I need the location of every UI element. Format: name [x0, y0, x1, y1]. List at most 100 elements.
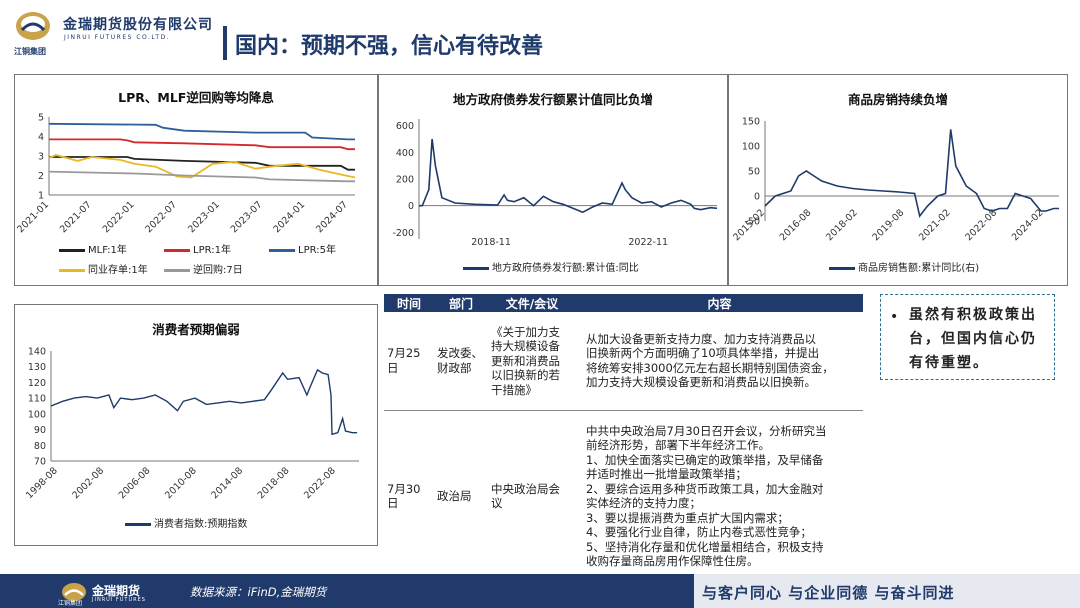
company-logo: 江铜集团 金瑞期货股份有限公司 JINRUI FUTURES CO.LTD.: [8, 8, 223, 58]
cell-doc: 《关于加力支 持大规模设备 更新和消费品 以旧换新的若 干措施》: [488, 312, 576, 411]
logo-company-english: JINRUI FUTURES CO.LTD.: [64, 34, 171, 41]
doc-line: 更新和消费品: [491, 353, 560, 368]
legend-item-bond: 地方政府债券发行额:累计值:同比: [463, 259, 639, 274]
x-tick-label: 2018-02: [824, 207, 860, 243]
x-tick-label: 2006-08: [117, 465, 153, 501]
x-tick-label: 2024-01: [271, 199, 307, 235]
note-bullet: •: [890, 309, 899, 325]
content-line: 前经济形势，部署下半年经济工作。: [586, 438, 770, 452]
col-header-doc: 文件/会议: [488, 294, 576, 312]
cell-dept: 发改委、 财政部: [434, 312, 488, 411]
y-tick-label: 50: [748, 167, 760, 178]
dept-line: 发改委、: [437, 346, 483, 361]
legend-label: 商品房销售额:累计同比(右): [858, 263, 980, 274]
y-tick-label: -200: [392, 228, 414, 239]
series-line-0: [764, 129, 1059, 218]
x-tick-label: 2022-07: [143, 199, 179, 235]
legend-label: MLF:1年: [88, 245, 127, 256]
legend-label: 逆回购:7日: [193, 265, 243, 276]
col-header-content: 内容: [576, 294, 863, 312]
dept-line: 财政部: [437, 360, 472, 375]
data-source: 数据来源：iFinD,金瑞期货: [190, 585, 327, 599]
content-line: 并适时推出一批增量政策举措；: [586, 467, 747, 481]
x-tick-label: 2015-02: [731, 207, 767, 243]
cell-date: 7月25日: [384, 312, 434, 411]
note-text: 虽然有积极政策出台，但国内信心仍有待重塑。: [909, 307, 1037, 371]
y-tick-label: 120: [28, 378, 46, 389]
legend-item-mlf: MLF:1年: [59, 241, 127, 256]
x-tick-label: 2022-01: [101, 199, 137, 235]
series-line-3: [48, 154, 356, 179]
x-tick-label: 2018-08: [256, 465, 292, 501]
x-tick-label: 2024-07: [314, 199, 350, 235]
x-tick-label: 2010-08: [163, 465, 199, 501]
legend-label: LPR:1年: [193, 245, 231, 256]
series-line-0: [49, 156, 355, 171]
content-line: 收购存量商品房用作保障性住房。: [586, 554, 759, 568]
logo-group-name: 江铜集团: [14, 47, 46, 56]
y-tick-label: 1: [38, 191, 44, 202]
content-line: 中共中央政治局7月30日召开会议，分析研究当: [586, 423, 827, 438]
legend-label: 消费者指数:预期指数: [154, 519, 248, 530]
housing-chart-title: 商品房销持续负增: [847, 92, 948, 107]
content-line: 加力支持大规模设备更新和消费品以旧换新。: [586, 375, 816, 390]
x-tick-label: 2002-08: [70, 465, 106, 501]
content-line: 3、要以提振消费为重点扩大国内需求；: [586, 510, 789, 525]
x-tick-label: 1998-08: [24, 465, 60, 501]
dept-line: 政治局: [437, 488, 472, 503]
y-tick-label: 3: [38, 152, 44, 163]
y-tick-label: 0: [408, 201, 414, 212]
footer-slogan: 与客户同心 与企业同德 与奋斗同进: [702, 584, 955, 602]
y-tick-label: 400: [396, 148, 414, 159]
content-line: 5、坚持消化存量和优化增量相结合，积极支持: [586, 539, 824, 554]
page-title: 国内：预期不强，信心有待改善: [235, 34, 544, 59]
x-tick-label: 2022-08: [963, 207, 999, 243]
consumer-chart-title: 消费者预期偏弱: [152, 322, 240, 337]
y-tick-label: 5: [38, 113, 44, 124]
x-tick-label: 2019-08: [871, 207, 907, 243]
bond-chart: -200 0 200 400 600 2018-11 2022-11: [392, 119, 718, 248]
cell-date: 7月30日: [384, 410, 434, 583]
legend-item-consumer: 消费者指数:预期指数: [125, 515, 247, 530]
cell-dept: 政治局: [434, 410, 488, 583]
y-tick-label: 130: [28, 362, 46, 373]
title-bar: 国内：预期不强，信心有待改善: [223, 26, 1080, 60]
housing-chart-panel: 商品房销持续负增 -50 0 50 100 150 2015-02 2016-08 2018-…: [728, 74, 1068, 286]
x-tick-label: 2023-01: [186, 199, 222, 235]
footer-slogan-box: 与客户同心 与企业同德 与奋斗同进: [694, 574, 1080, 608]
title-rule: [223, 26, 227, 60]
y-tick-label: 100: [742, 142, 760, 153]
content-line: 将统筹安排3000亿元左右超长期特别国债资金，: [586, 360, 834, 375]
col-header-dept: 部门: [434, 294, 488, 312]
col-header-date: 时间: [384, 294, 434, 312]
consumer-chart-panel: 消费者预期偏弱 70 80 90 100 110 120 130 140 1998-08 2002…: [14, 304, 378, 546]
footer-brand: 金瑞期货: [92, 584, 141, 598]
x-tick-label: 2022-08: [302, 465, 338, 501]
bond-chart-title: 地方政府债券发行额累计值同比负增: [452, 92, 653, 107]
table-row: 7月25日 发改委、 财政部 《关于加力支 持大规模设备 更新和消费品 以旧换新的…: [384, 312, 863, 411]
table-row: 7月30日 政治局 中央政治局会 议 中共中央政治局7月30日召开会议，分析研究…: [384, 410, 863, 583]
summary-note: • 虽然有积极政策出台，但国内信心仍有待重塑。: [880, 294, 1055, 380]
y-tick-label: 0: [754, 192, 760, 203]
y-tick-label: 600: [396, 121, 414, 132]
lpr-chart: 1 2 3 4 5 2021-01 2021-07 2022-01 2022-07 2023-01…: [15, 113, 356, 235]
y-tick-label: 100: [28, 409, 46, 420]
cell-content: 从加大设备更新支持力度、加力支持消费品以 旧换新两个方面明确了10项具体举措，并…: [576, 312, 863, 411]
cell-doc: 中央政治局会 议: [488, 410, 576, 583]
legend-label: 同业存单:1年: [88, 265, 148, 276]
legend-item-repo: 逆回购:7日: [164, 261, 243, 276]
lpr-chart-panel: LPR、MLF逆回购等均降息 1 2 3 4 5 2021-01 2021-07 2022-0…: [14, 74, 378, 286]
x-tick-label: 2023-07: [229, 199, 265, 235]
housing-chart: -50 0 50 100 150 2015-02 2016-08 2018-02 2019-08…: [731, 117, 1059, 243]
lpr-legend: MLF:1年 LPR:1年 LPR:5年 同业存单:1年 逆回购:7日: [59, 241, 369, 281]
series-line-0: [50, 368, 358, 436]
bond-chart-panel: 地方政府债券发行额累计值同比负增 -200 0 200 400 600 2018-11 20…: [378, 74, 728, 286]
housing-legend: 商品房销售额:累计同比(右): [829, 259, 1059, 275]
content-line: 旧换新两个方面明确了10项具体举措，并提出: [586, 346, 820, 361]
x-tick-label: 2021-01: [15, 199, 51, 235]
content-line: 从加大设备更新支持力度、加力支持消费品以: [586, 331, 816, 346]
y-tick-label: -50: [744, 217, 760, 228]
footer-group-name: 江铜集团: [58, 600, 83, 607]
y-tick-label: 4: [38, 132, 44, 143]
series-line-4: [48, 170, 355, 183]
